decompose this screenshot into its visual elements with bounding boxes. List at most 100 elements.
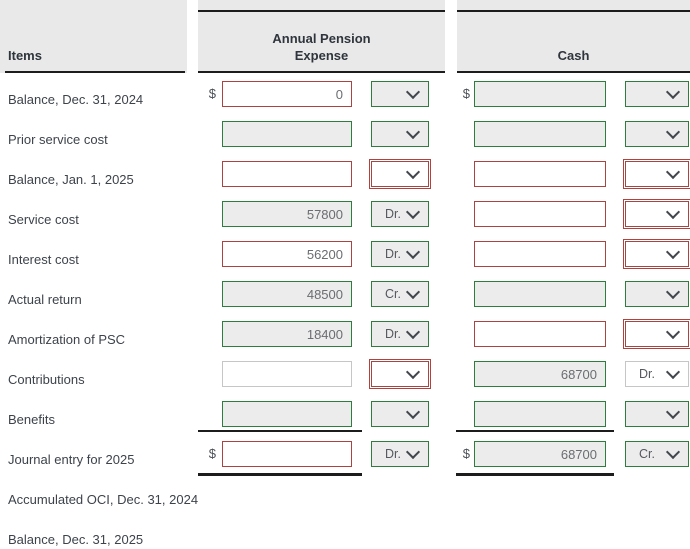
cash-top-rule (457, 10, 690, 12)
expense-amount-input[interactable] (222, 81, 352, 107)
expense-drcr-select[interactable]: Dr. (371, 241, 429, 267)
currency-prefix: $ (208, 446, 216, 461)
cash-amount-input[interactable] (474, 121, 606, 147)
cash-drcr-select[interactable] (625, 81, 689, 107)
expense-drcr-select[interactable] (371, 401, 429, 427)
row-label: Balance, Dec. 31, 2025 (8, 532, 144, 547)
row-label: Actual return (8, 292, 82, 307)
header-cell-expense: Annual Pension Expense (198, 0, 445, 73)
expense-drcr-select[interactable]: Cr. (371, 281, 429, 307)
cash-drcr-select[interactable] (623, 319, 690, 349)
drcr-value: Dr. (385, 207, 401, 221)
table-row: Contributions Dr. (0, 358, 690, 398)
cash-drcr-select[interactable] (623, 239, 690, 269)
table-row: Accumulated OCI, Dec. 31, 2024 (0, 478, 690, 518)
chevron-down-icon (405, 284, 421, 300)
row-label: Amortization of PSC (8, 332, 126, 347)
row-label: Balance, Dec. 31, 2024 (8, 92, 144, 107)
table-row: Balance, Jan. 1, 2025 (0, 158, 690, 198)
chevron-down-icon (665, 124, 681, 140)
header-cell-items: Items (0, 0, 187, 73)
cash-amount-input[interactable] (474, 81, 606, 107)
cash-drcr-select[interactable] (625, 281, 689, 307)
expense-amount-input[interactable] (222, 401, 352, 427)
drcr-value: Cr. (639, 447, 655, 461)
cash-drcr-select[interactable]: Cr. (625, 441, 689, 467)
items-header-underline (5, 71, 185, 73)
expense-amount-input[interactable] (222, 241, 352, 267)
cash-drcr-select[interactable] (623, 199, 690, 229)
cash-header-underline (457, 71, 690, 73)
cash-total-top-rule (456, 430, 614, 432)
expense-drcr-select[interactable] (371, 81, 429, 107)
expense-drcr-select[interactable] (369, 359, 431, 389)
currency-prefix: $ (462, 86, 470, 101)
expense-total-top-rule (198, 430, 362, 432)
cash-amount-input[interactable] (474, 441, 606, 467)
expense-amount-input[interactable] (222, 321, 352, 347)
cash-amount-input[interactable] (474, 321, 606, 347)
table-row: Prior service cost (0, 118, 690, 158)
chevron-down-icon (665, 164, 681, 180)
cash-column-header: Cash (557, 48, 590, 64)
table-row: Benefits (0, 398, 690, 438)
expense-amount-input[interactable] (222, 281, 352, 307)
expense-drcr-select[interactable]: Dr. (371, 441, 429, 467)
header-cell-cash: Cash (457, 0, 690, 73)
table-row: Journal entry for 2025 $ Dr. $ Cr. (0, 430, 690, 478)
expense-drcr-select[interactable] (369, 159, 431, 189)
cash-drcr-select[interactable] (623, 159, 690, 189)
table-row: Actual return Cr. (0, 278, 690, 318)
table-row: Balance, Dec. 31, 2024 $ $ (0, 78, 690, 118)
drcr-value: Dr. (385, 447, 401, 461)
chevron-down-icon (405, 444, 421, 460)
expense-drcr-select[interactable]: Dr. (371, 201, 429, 227)
expense-amount-input[interactable] (222, 161, 352, 187)
chevron-down-icon (665, 244, 681, 260)
chevron-down-icon (405, 244, 421, 260)
row-label: Contributions (8, 372, 85, 387)
table-row: Balance, Dec. 31, 2025 (0, 518, 690, 549)
cash-amount-input[interactable] (474, 161, 606, 187)
chevron-down-icon (665, 444, 681, 460)
expense-amount-input[interactable] (222, 201, 352, 227)
chevron-down-icon (405, 364, 421, 380)
chevron-down-icon (665, 404, 681, 420)
row-label: Prior service cost (8, 132, 108, 147)
chevron-down-icon (405, 324, 421, 340)
row-label: Service cost (8, 212, 79, 227)
expense-amount-input[interactable] (222, 121, 352, 147)
drcr-value: Dr. (385, 327, 401, 341)
chevron-down-icon (665, 324, 681, 340)
expense-drcr-select[interactable] (371, 121, 429, 147)
cash-amount-input[interactable] (474, 401, 606, 427)
cash-amount-input[interactable] (474, 241, 606, 267)
worksheet-rows: Balance, Dec. 31, 2024 $ $ Prior service co… (0, 78, 690, 549)
cash-amount-input[interactable] (474, 361, 606, 387)
chevron-down-icon (665, 84, 681, 100)
chevron-down-icon (665, 364, 681, 380)
expense-header-underline (198, 71, 445, 73)
cash-amount-input[interactable] (474, 201, 606, 227)
currency-prefix: $ (208, 86, 216, 101)
expense-top-rule (198, 10, 445, 12)
expense-amount-input[interactable] (222, 361, 352, 387)
drcr-value: Cr. (385, 287, 401, 301)
expense-drcr-select[interactable]: Dr. (371, 321, 429, 347)
chevron-down-icon (405, 84, 421, 100)
chevron-down-icon (665, 284, 681, 300)
row-label: Accumulated OCI, Dec. 31, 2024 (8, 492, 199, 507)
drcr-value: Dr. (639, 367, 655, 381)
cash-amount-input[interactable] (474, 281, 606, 307)
table-row: Interest cost Dr. (0, 238, 690, 278)
row-label: Interest cost (8, 252, 79, 267)
drcr-value: Dr. (385, 247, 401, 261)
cash-drcr-select[interactable]: Dr. (625, 361, 689, 387)
row-label: Benefits (8, 412, 55, 427)
chevron-down-icon (405, 164, 421, 180)
cash-drcr-select[interactable] (625, 121, 689, 147)
expense-amount-input[interactable] (222, 441, 352, 467)
cash-drcr-select[interactable] (625, 401, 689, 427)
cash-total-bottom-rule (456, 473, 614, 476)
